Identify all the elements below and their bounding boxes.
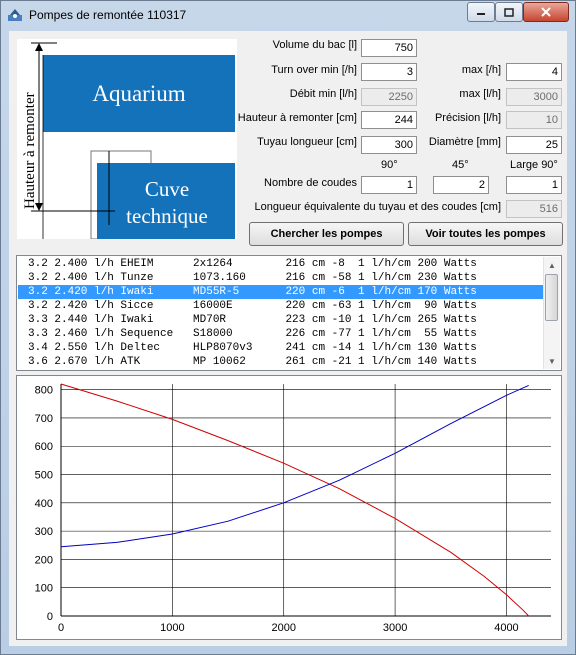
volume-label: Volume du bac [l] xyxy=(272,39,357,51)
y-tick-label: 600 xyxy=(35,441,53,453)
pump-results-rows: 3.2 2.400 l/h EHEIM 2x1264 216 cm -8 1 l… xyxy=(18,257,544,369)
precision-field: 10 xyxy=(506,111,562,129)
coude-90-header: 90° xyxy=(381,159,398,171)
coudes-large-field[interactable]: 1 xyxy=(506,176,562,194)
show-all-pumps-button[interactable]: Voir toutes les pompes xyxy=(408,222,563,246)
setup-diagram: Aquarium Cuve technique Hauteur à remont… xyxy=(17,39,237,239)
scroll-down-arrow-icon[interactable]: ▼ xyxy=(548,356,556,366)
debit-min-label: Débit min [l/h] xyxy=(289,88,357,100)
debit-max-field: 3000 xyxy=(506,88,562,106)
height-label: Hauteur à remonter xyxy=(22,92,38,209)
y-tick-label: 300 xyxy=(35,526,53,538)
chart-svg: 0 1000 2000 3000 4000 0 100 200 300 400 500 600 700 8… xyxy=(35,383,551,634)
minimize-button[interactable] xyxy=(467,2,495,22)
window-title: Pompes de remontée 110317 xyxy=(29,8,187,22)
coudes-90-field[interactable]: 1 xyxy=(361,176,417,194)
pump-result-row[interactable]: 3.2 2.400 l/h EHEIM 2x1264 216 cm -8 1 l… xyxy=(28,258,477,270)
sump-label-line1: Cuve xyxy=(145,177,189,201)
close-icon xyxy=(541,7,551,17)
equiv-length-label: Longueur équivalente du tuyau et des cou… xyxy=(254,201,501,213)
hauteur-field[interactable]: 244 xyxy=(361,111,417,129)
sump-label-line2: technique xyxy=(126,204,208,228)
coude-large-header: Large 90° xyxy=(510,159,558,171)
debit-min-field: 2250 xyxy=(361,88,417,106)
system-curve-line xyxy=(60,384,529,548)
scroll-thumb[interactable] xyxy=(545,274,558,321)
pump-result-row[interactable]: 3.3 2.460 l/h Sequence S18000 226 cm -77… xyxy=(28,328,477,340)
pump-curve-line xyxy=(60,383,530,617)
x-tick-label: 2000 xyxy=(271,622,295,634)
tuyau-label: Tuyau longueur [cm] xyxy=(257,136,357,148)
coude-45-header: 45° xyxy=(452,159,469,171)
pump-result-row[interactable]: 3.4 2.550 l/h Deltec HLP8070v3 241 cm -1… xyxy=(28,342,477,354)
x-tick-label: 0 xyxy=(58,622,64,634)
pump-results-list[interactable]: 3.2 2.400 l/h EHEIM 2x1264 216 cm -8 1 l… xyxy=(16,255,562,371)
minimize-icon xyxy=(477,13,485,15)
maximize-icon xyxy=(504,7,514,17)
y-tick-label: 100 xyxy=(35,583,53,595)
y-tick-label: 0 xyxy=(47,611,53,623)
hauteur-label: Hauteur à remonter [cm] xyxy=(237,112,357,124)
y-tick-label: 200 xyxy=(35,554,53,566)
scroll-up-arrow-icon[interactable]: ▲ xyxy=(548,260,556,270)
precision-label: Précision [l/h] xyxy=(434,112,501,124)
pump-result-row[interactable]: 3.2 2.420 l/h Sicce 16000E 220 cm -63 1 … xyxy=(28,300,477,312)
turnover-min-label: Turn over min [/h] xyxy=(271,64,357,76)
y-tick-label: 700 xyxy=(35,413,53,425)
close-button[interactable] xyxy=(523,2,569,22)
y-tick-label: 800 xyxy=(35,385,53,397)
diametre-field[interactable]: 25 xyxy=(506,136,562,154)
debit-max-label: max [l/h] xyxy=(459,88,501,100)
diametre-label: Diamètre [mm] xyxy=(428,136,501,148)
title-bar[interactable]: Pompes de remontée 110317 xyxy=(1,1,575,31)
client-area: Aquarium Cuve technique Hauteur à remont… xyxy=(9,31,567,646)
aquarium-box xyxy=(43,55,235,132)
aquarium-label: Aquarium xyxy=(92,81,185,106)
coudes-label: Nombre de coudes xyxy=(264,177,357,189)
pump-app-icon xyxy=(7,7,23,23)
turnover-min-field[interactable]: 3 xyxy=(361,63,417,81)
pump-result-row[interactable]: 3.2 2.400 l/h Tunze 1073.160 216 cm -58 … xyxy=(28,272,477,284)
x-tick-label: 3000 xyxy=(383,622,407,634)
maximize-button[interactable] xyxy=(495,2,523,22)
tuyau-field[interactable]: 300 xyxy=(361,136,417,154)
pump-result-row[interactable]: 3.6 2.670 l/h ATK MP 10062 261 cm -21 1 … xyxy=(28,356,477,368)
search-pumps-button[interactable]: Chercher les pompes xyxy=(249,222,404,246)
pump-result-row[interactable]: 3.2 2.420 l/h Iwaki MD55R-5 220 cm -6 1 … xyxy=(18,285,544,299)
turnover-max-label: max [/h] xyxy=(461,64,501,76)
pump-result-row[interactable]: 3.3 2.440 l/h Iwaki MD70R 223 cm -10 1 l… xyxy=(28,314,477,326)
pump-curve-chart: 0 1000 2000 3000 4000 0 100 200 300 400 500 600 700 8… xyxy=(16,375,562,640)
coudes-45-field[interactable]: 2 xyxy=(433,176,489,194)
y-tick-label: 400 xyxy=(35,498,53,510)
equiv-length-field: 516 xyxy=(506,200,562,218)
x-tick-label: 1000 xyxy=(160,622,184,634)
volume-field[interactable]: 750 xyxy=(361,39,417,57)
y-tick-label: 500 xyxy=(35,470,53,482)
sump-water xyxy=(97,163,235,239)
turnover-max-field[interactable]: 4 xyxy=(506,63,562,81)
x-tick-label: 4000 xyxy=(494,622,518,634)
results-scrollbar[interactable]: ▲ ▼ xyxy=(543,257,560,369)
